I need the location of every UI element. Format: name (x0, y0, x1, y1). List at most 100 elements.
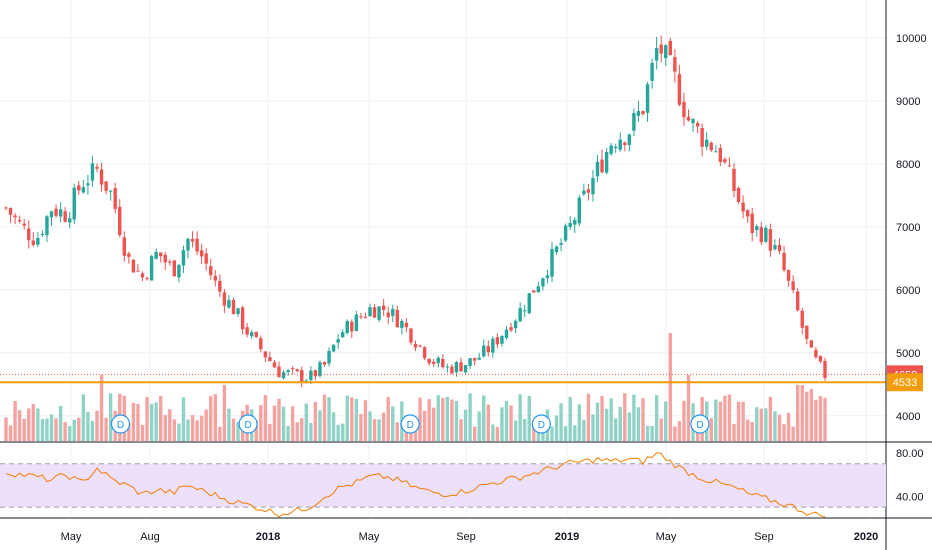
dividend-event-label: D (407, 420, 414, 431)
volume-bar (377, 419, 381, 441)
candle-body (277, 366, 281, 378)
volume-bar (199, 415, 204, 441)
candle-body (563, 225, 568, 241)
candle-body (336, 339, 340, 343)
candle-body (495, 337, 500, 345)
volume-bar (741, 401, 745, 441)
dividend-event-marker[interactable] (110, 414, 131, 434)
volume-bar (190, 415, 195, 441)
candle-body (149, 256, 154, 281)
candle-body (582, 190, 586, 195)
candle-body (222, 292, 227, 306)
candle-body (168, 261, 172, 263)
dividend-event-marker[interactable] (400, 414, 420, 434)
volume-bar (263, 395, 268, 441)
volume-bar (650, 425, 654, 441)
volume-bar (218, 426, 222, 441)
candle-body (718, 147, 723, 162)
volume-bar (745, 419, 750, 441)
candle-body (809, 340, 814, 348)
candle-body (186, 238, 190, 251)
candle-body (199, 250, 204, 257)
dividend-event-marker[interactable] (238, 414, 258, 434)
dividend-event-marker[interactable] (531, 414, 551, 434)
candle-body (668, 40, 672, 56)
volume-bar (295, 422, 299, 441)
volume-bar (327, 397, 331, 441)
volume-bar (409, 426, 413, 441)
candle-body (459, 362, 463, 372)
candle-body (745, 210, 750, 217)
volume-bar (145, 396, 149, 441)
candle-body (272, 362, 277, 368)
candle-body (545, 275, 550, 278)
rsi-tick-label: 40.00 (896, 491, 924, 503)
candle-body (768, 229, 773, 251)
candle-body (90, 163, 95, 181)
candle-body (290, 368, 295, 370)
volume-bar (13, 400, 17, 441)
volume-bar (532, 424, 536, 441)
volume-bar (336, 424, 340, 441)
volume-bar (773, 411, 777, 441)
volume-bar (527, 396, 531, 441)
candle-body (108, 190, 113, 192)
candle-body (436, 357, 440, 364)
time-tick-label: Sep (456, 531, 476, 543)
candle-body (559, 243, 563, 245)
candle-body (281, 372, 286, 379)
volume-bar (386, 397, 390, 441)
volume-bar (714, 399, 718, 441)
candle-body (650, 62, 654, 81)
volume-bar (8, 425, 13, 441)
candle-body (677, 74, 682, 105)
dividend-event-marker[interactable] (690, 414, 710, 434)
candle-body (159, 252, 163, 257)
volume-bar (709, 418, 713, 441)
candle-body (250, 332, 254, 337)
volume-bar (136, 404, 140, 441)
candle-body (295, 369, 299, 372)
volume-bar (4, 417, 8, 441)
candle-body (541, 278, 545, 287)
candle-body (218, 280, 222, 292)
candle-body (363, 316, 368, 318)
candle-body (486, 346, 490, 353)
volume-bar (436, 395, 440, 441)
candle-body (377, 306, 381, 320)
volume-bar (523, 419, 527, 441)
candle-body (227, 300, 231, 308)
volume-bar (618, 406, 622, 441)
volume-bar (350, 397, 354, 441)
candle-body (127, 253, 131, 257)
candle-body (49, 211, 54, 218)
candle-body (805, 325, 809, 339)
candle-body (13, 215, 17, 218)
volume-bar (363, 400, 368, 441)
volume-bar (359, 414, 363, 441)
time-tick-label: May (656, 531, 677, 543)
volume-bar (140, 424, 145, 441)
candle-body (395, 309, 399, 328)
dividend-event-label: D (244, 420, 251, 431)
candle-body (791, 281, 795, 291)
candle-body (77, 185, 81, 191)
candle-body (245, 327, 249, 335)
volume-bar (300, 418, 304, 441)
volume-bar (777, 414, 782, 441)
candle-body (263, 351, 268, 358)
volume-bar (500, 407, 504, 441)
support-price-tag-background (887, 373, 923, 392)
candle-body (99, 169, 104, 185)
candle-body (341, 332, 345, 338)
candle-body (664, 45, 668, 59)
candle-body (709, 142, 713, 151)
volume-bar (381, 412, 386, 441)
volume-bar (782, 424, 786, 441)
volume-bar (231, 418, 236, 441)
volume-bar (677, 421, 682, 441)
candle-body (673, 56, 677, 72)
candle-body (727, 165, 732, 167)
volume-bar (468, 393, 472, 441)
candle-body (536, 286, 541, 293)
